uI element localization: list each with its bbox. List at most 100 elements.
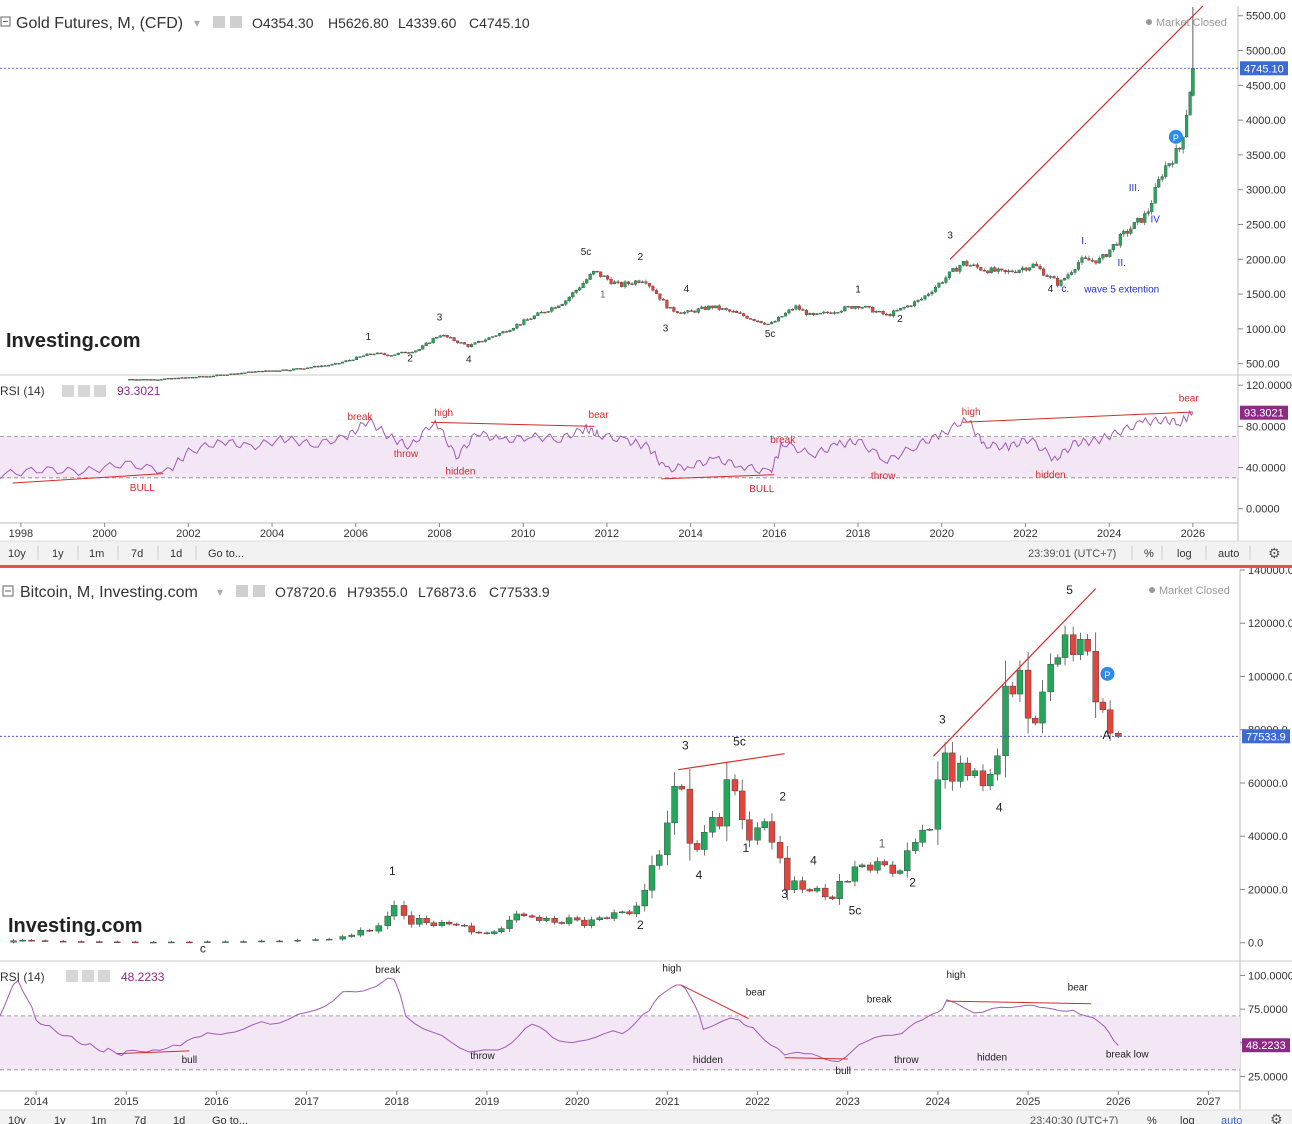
gold-auto-button[interactable]: auto <box>1218 548 1239 560</box>
gold-collapse-icon[interactable] <box>0 16 11 27</box>
gold-candle <box>424 342 428 346</box>
gold-candle <box>912 301 917 307</box>
btc-range-1m[interactable]: 1m <box>91 1115 106 1124</box>
gold-settings-icon[interactable] <box>230 16 242 28</box>
gold-candle <box>989 267 993 274</box>
btc-candle <box>761 821 768 828</box>
gold-range-7d[interactable]: 7d <box>131 548 143 560</box>
gold-candle <box>327 365 331 367</box>
gold-candle <box>1056 278 1060 286</box>
btc-rsi-close-icon[interactable] <box>98 970 110 982</box>
gold-wave-label: 3 <box>947 230 953 241</box>
gold-wave-label: III. <box>1129 183 1140 194</box>
btc-candle <box>59 940 67 943</box>
gold-rsi-settings-icon[interactable] <box>78 385 90 397</box>
btc-log-button[interactable]: log <box>1180 1115 1195 1124</box>
btc-range-1d[interactable]: 1d <box>173 1115 185 1124</box>
btc-rsi-ytick-label: 75.0000 <box>1248 1004 1288 1016</box>
gold-xtick-label: 2018 <box>846 528 870 540</box>
gold-candle <box>965 261 969 266</box>
gold-candle <box>278 370 282 372</box>
btc-eye-icon[interactable] <box>236 585 248 597</box>
btc-candle <box>528 915 536 918</box>
gold-xtick-label: 2006 <box>344 528 368 540</box>
gold-candle <box>560 304 564 306</box>
gold-wave-label: II. <box>1118 258 1126 269</box>
gold-percent-button[interactable]: % <box>1144 548 1154 560</box>
btc-auto-button[interactable]: auto <box>1221 1115 1242 1124</box>
btc-candle <box>1069 634 1077 655</box>
gold-candle <box>1181 136 1185 150</box>
btc-collapse-icon[interactable] <box>2 585 14 597</box>
gold-goto-button[interactable]: Go to... <box>208 548 244 560</box>
gold-candle <box>393 354 397 356</box>
btc-candle <box>168 941 175 944</box>
gold-candle <box>759 320 763 324</box>
gold-range-1m[interactable]: 1m <box>89 548 104 560</box>
gold-candle <box>525 319 529 321</box>
gold-candle <box>951 268 955 272</box>
btc-candle <box>10 940 17 943</box>
gold-chevron-icon[interactable]: ▾ <box>194 16 200 30</box>
gold-wave-label: 1 <box>855 285 861 296</box>
btc-candle <box>1084 639 1091 652</box>
btc-candle <box>926 829 933 831</box>
gold-rsi-trendline <box>661 474 775 480</box>
gold-rsi-eye-icon[interactable] <box>62 385 74 397</box>
gold-candle <box>344 360 348 363</box>
gold-log-button[interactable]: log <box>1177 548 1192 560</box>
gold-candle <box>208 376 212 378</box>
btc-settings-gear-icon[interactable]: ⚙ <box>1270 1111 1283 1124</box>
btc-candle <box>312 939 319 941</box>
btc-range-1y[interactable]: 1y <box>54 1115 66 1124</box>
gold-range-1d[interactable]: 1d <box>170 548 182 560</box>
gold-candle <box>578 287 582 291</box>
gold-range-1y[interactable]: 1y <box>52 548 64 560</box>
gold-rsi-close-icon[interactable] <box>94 385 106 397</box>
gold-candle <box>218 374 222 376</box>
btc-open: O78720.6 <box>275 584 337 600</box>
btc-rsi-annotation: high <box>662 963 681 974</box>
btc-candle <box>416 918 423 925</box>
btc-candle <box>114 941 121 944</box>
gold-candle <box>1122 230 1126 235</box>
btc-candle <box>716 817 723 827</box>
btc-xtick-label: 2017 <box>294 1096 318 1108</box>
gold-candle <box>128 379 132 381</box>
btc-goto-button[interactable]: Go to... <box>212 1115 248 1124</box>
gold-candle <box>919 298 924 301</box>
btc-candle <box>222 941 229 943</box>
btc-pivot-marker <box>1100 666 1115 681</box>
btc-range-10y[interactable]: 10y <box>8 1115 26 1124</box>
btc-rsi-settings-icon[interactable] <box>82 970 94 982</box>
gold-open: O4354.30 <box>252 15 314 31</box>
btc-low: L76873.6 <box>418 584 477 600</box>
btc-percent-button[interactable]: % <box>1147 1115 1157 1124</box>
gold-candle <box>902 307 906 309</box>
gold-candle <box>177 377 181 380</box>
gold-rsi-annotation: BULL <box>749 484 774 495</box>
btc-chevron-icon[interactable]: ▾ <box>217 585 223 599</box>
gold-candle <box>745 315 749 319</box>
gold-range-10y[interactable]: 10y <box>8 548 26 560</box>
gold-candle <box>986 270 990 274</box>
gold-candle <box>1129 228 1133 234</box>
btc-rsi-eye-icon[interactable] <box>66 970 78 982</box>
btc-wave-label: 4 <box>696 868 703 882</box>
gold-ytick-label: 1000.00 <box>1246 324 1286 336</box>
gold-candle <box>923 295 927 300</box>
gold-settings-gear-icon[interactable]: ⚙ <box>1268 545 1281 561</box>
gold-ytick-label: 4500.00 <box>1246 80 1286 92</box>
gold-eye-icon[interactable] <box>213 16 225 28</box>
btc-range-7d[interactable]: 7d <box>134 1115 146 1124</box>
gold-candle <box>201 376 205 378</box>
gold-rsi-label: RSI (14) <box>0 384 45 398</box>
btc-candle <box>520 913 528 917</box>
gold-candle <box>428 342 432 344</box>
gold-candle <box>250 371 254 373</box>
gold-candle <box>1010 270 1014 273</box>
btc-settings-icon[interactable] <box>253 585 265 597</box>
gold-candle <box>215 374 219 377</box>
btc-candle <box>701 832 708 850</box>
btc-candle <box>934 779 942 830</box>
